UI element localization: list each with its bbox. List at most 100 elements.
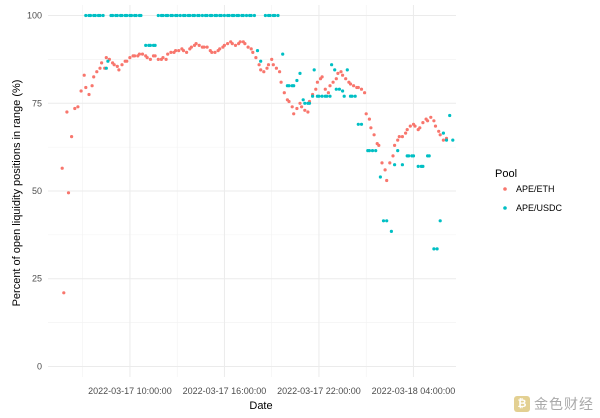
point-ape-eth	[292, 112, 296, 116]
point-ape-usdc	[232, 13, 236, 18]
point-ape-usdc	[444, 138, 449, 142]
point-ape-eth	[164, 57, 168, 62]
point-ape-usdc	[311, 94, 315, 98]
point-ape-usdc	[393, 163, 397, 167]
legend-title: Pool	[495, 168, 517, 180]
point-ape-eth	[65, 110, 69, 114]
legend-key-ape-eth	[503, 187, 507, 191]
point-ape-eth	[441, 138, 445, 142]
point-ape-usdc	[337, 87, 341, 91]
point-ape-eth	[230, 42, 234, 46]
point-ape-eth	[70, 135, 74, 139]
point-ape-usdc	[175, 13, 179, 18]
point-ape-eth	[177, 49, 181, 53]
point-ape-eth	[295, 106, 299, 111]
point-ape-eth	[408, 124, 412, 128]
point-ape-eth	[279, 80, 283, 84]
point-ape-eth	[62, 291, 66, 295]
point-ape-usdc	[255, 49, 260, 53]
point-ape-eth	[213, 50, 217, 55]
point-ape-usdc	[359, 122, 364, 126]
point-ape-eth	[128, 56, 132, 60]
point-ape-eth	[290, 105, 294, 109]
point-ape-usdc	[200, 13, 204, 18]
point-ape-eth	[397, 135, 401, 139]
point-ape-usdc	[111, 13, 115, 18]
point-ape-eth	[66, 191, 71, 195]
point-ape-usdc	[156, 13, 160, 18]
point-ape-usdc	[378, 175, 382, 179]
point-ape-usdc	[252, 13, 256, 18]
point-ape-usdc	[215, 13, 219, 18]
point-ape-usdc	[249, 13, 253, 18]
point-ape-usdc	[148, 43, 152, 48]
point-ape-eth	[100, 61, 104, 65]
point-ape-eth	[137, 52, 141, 56]
point-ape-usdc	[341, 89, 345, 93]
point-ape-eth	[79, 89, 83, 93]
point-ape-eth	[84, 85, 88, 90]
point-ape-eth	[400, 135, 404, 139]
point-ape-eth	[393, 143, 397, 147]
point-ape-usdc	[320, 94, 324, 98]
point-ape-usdc	[451, 138, 455, 142]
point-ape-eth	[438, 133, 442, 137]
point-ape-eth	[377, 143, 381, 147]
point-ape-usdc	[292, 84, 296, 88]
point-ape-eth	[140, 52, 145, 56]
point-ape-eth	[388, 161, 392, 165]
point-ape-usdc	[263, 13, 267, 18]
point-ape-eth	[404, 131, 408, 135]
point-ape-usdc	[178, 13, 182, 18]
jinse-logo-icon: ₿	[514, 396, 530, 412]
point-ape-usdc	[350, 94, 354, 98]
point-ape-usdc	[115, 13, 119, 18]
point-ape-eth	[76, 105, 80, 109]
x-axis-title: Date	[249, 400, 272, 412]
point-ape-usdc	[170, 13, 174, 18]
point-ape-eth	[336, 71, 340, 75]
point-ape-usdc	[153, 43, 157, 48]
point-ape-eth	[257, 63, 261, 67]
point-ape-usdc	[197, 13, 201, 18]
point-ape-eth	[367, 117, 371, 121]
point-ape-eth	[380, 161, 384, 165]
point-ape-eth	[156, 57, 160, 62]
point-ape-usdc	[281, 52, 285, 56]
point-ape-usdc	[219, 13, 223, 18]
point-ape-eth	[185, 50, 189, 55]
point-ape-eth	[60, 166, 64, 170]
point-ape-eth	[363, 91, 367, 95]
point-ape-eth	[117, 68, 121, 72]
point-ape-eth	[251, 50, 255, 55]
point-ape-eth	[205, 45, 209, 49]
point-ape-usdc	[222, 13, 226, 18]
legend-key-ape-usdc	[503, 206, 507, 210]
point-ape-eth	[391, 154, 395, 158]
point-ape-eth	[254, 56, 258, 60]
point-ape-eth	[282, 91, 286, 95]
point-ape-eth	[364, 112, 368, 116]
point-ape-usdc	[303, 101, 307, 105]
point-ape-usdc	[416, 164, 420, 168]
point-ape-eth	[238, 40, 242, 44]
point-ape-eth	[385, 178, 389, 183]
legend-label-ape-usdc: APE/USDC	[516, 203, 563, 213]
point-ape-eth	[287, 99, 291, 104]
point-ape-eth	[372, 133, 376, 137]
point-ape-eth	[148, 57, 152, 62]
point-ape-usdc	[328, 94, 332, 98]
point-ape-usdc	[432, 247, 436, 251]
point-ape-usdc	[237, 13, 241, 18]
point-ape-eth	[298, 101, 302, 105]
point-ape-usdc	[381, 219, 386, 223]
x-tick-label: 2022-03-17 16:00:00	[183, 386, 267, 396]
point-ape-eth	[421, 121, 425, 125]
point-ape-eth	[202, 45, 206, 49]
point-ape-eth	[73, 106, 77, 111]
point-ape-eth	[426, 119, 430, 123]
point-ape-usdc	[295, 78, 299, 83]
y-axis-title: Percent of open liquidity positions in r…	[11, 80, 23, 307]
